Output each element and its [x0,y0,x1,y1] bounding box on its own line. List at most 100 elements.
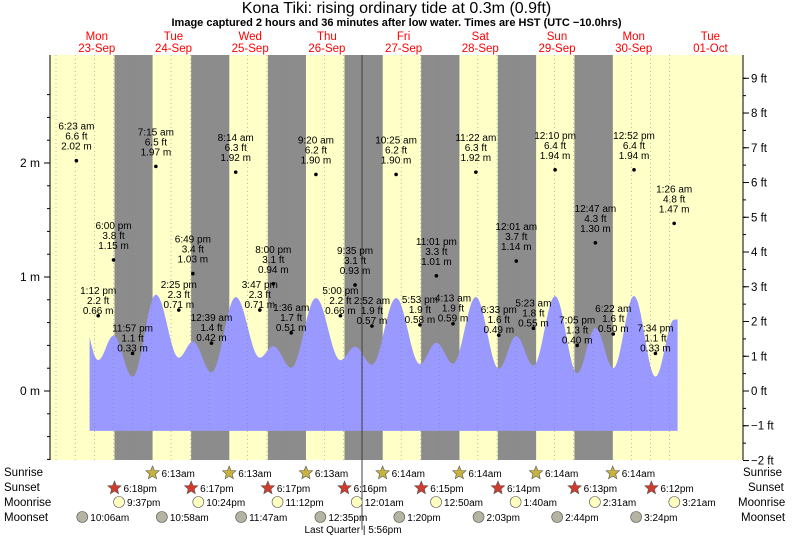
tide-metres-label: 1.94 m [540,151,571,162]
tide-feet-label: 2.2 ft [329,296,351,307]
tide-point [434,274,439,278]
sunrise-time-label: 6:13am [238,469,271,480]
tide-time-label: 12:39 am [191,313,233,324]
sunset-legend-right: Sunset [748,482,784,494]
tide-point [514,259,519,263]
tide-metres-label: 0.42 m [196,333,227,344]
tide-point [653,351,658,356]
sunrise-icon [298,465,314,480]
moonrise-icon [113,496,125,508]
right-tick-label: 1 ft [751,351,768,363]
tide-metres-label: 0.71 m [245,300,276,311]
moonset-time-label: 2:03pm [487,513,520,524]
moonset-time-label: 1:20pm [407,513,440,524]
tide-time-label: 1:12 pm [80,286,116,297]
tide-feet-label: 1.1 ft [644,333,666,344]
tide-point [451,321,455,326]
sunrise-icon [145,465,160,480]
tide-feet-label: 6.4 ft [623,141,645,152]
day-of-week-label: Tue [701,31,720,43]
sunset-icon [643,480,659,495]
tide-metres-label: 0.49 m [483,325,514,336]
right-tick-label: 9 ft [751,73,768,85]
moonset-time-label: 12:35pm [328,513,367,524]
tide-feet-label: 3.8 ft [102,231,124,242]
moonset-time-label: 3:24pm [644,513,677,524]
tide-metres-label: 1.94 m [619,151,650,162]
right-tick-label: 8 ft [751,108,768,120]
tide-time-label: 2:25 pm [161,280,197,291]
sun-moon-legend: 6:13am 6:13am 6:13am 6:14am 6:14am 6:14am 6:14… [76,465,716,536]
sunset-icon [337,480,352,495]
moonrise-time-label: 3:21am [682,498,715,509]
tide-metres-label: 1.15 m [98,241,129,252]
tide-time-label: 12:52 pm [613,131,655,142]
moonset-icon [472,511,485,523]
date-label: 24-Sep [155,43,192,55]
day-of-week-label: Fri [397,31,410,43]
right-tick-label: 0 ft [751,386,768,398]
moonrise-time-label: 9:37pm [127,498,160,509]
sunrise-time-label: 6:13am [315,469,348,480]
tide-metres-label: 1.03 m [178,255,209,266]
date-label: 29-Sep [538,43,575,55]
tide-feet-label: 1.7 ft [280,313,302,324]
tide-metres-label: 1.47 m [659,204,690,215]
tide-time-label: 7:05 pm [559,315,595,326]
tide-feet-label: 6.2 ft [385,145,407,156]
tide-feet-label: 1.1 ft [121,333,143,344]
date-label: 01-Oct [693,43,728,55]
date-label: 28-Sep [462,43,499,55]
sunrise-icon [528,465,544,480]
tide-point [496,333,501,337]
tide-time-label: 8:00 pm [255,245,291,256]
tide-point [154,164,158,169]
tide-point [632,168,636,172]
sunrise-legend-right: Sunrise [743,467,782,479]
moonrise-time-label: 12:01am [365,498,404,509]
tide-point [553,168,557,172]
left-tick-label: 1 m [20,270,40,284]
tide-point [209,341,214,345]
sunrise-icon [375,465,391,480]
tide-feet-label: 3.4 ft [182,245,204,256]
chart-title: Kona Tiki: rising ordinary tide at 0.3m … [241,0,552,17]
sunset-time-label: 6:18pm [123,484,156,495]
day-of-week-label: Sat [472,31,490,43]
moonrise-icon [430,496,442,508]
tide-point [314,172,318,177]
date-label: 23-Sep [78,43,115,55]
tide-time-label: 6:00 pm [95,221,131,232]
tide-time-label: 6:22 am [595,304,631,315]
right-tick-label: −1 ft [751,421,775,433]
tide-feet-label: 3.1 ft [262,255,284,266]
sunset-icon [490,480,506,495]
sunset-time-label: 6:16pm [354,484,387,495]
moonrise-legend-left: Moonrise [4,497,52,509]
tide-feet-label: 1.9 ft [409,305,431,316]
sunrise-time-label: 6:14am [622,469,655,480]
tide-time-label: 5:00 pm [322,286,358,297]
tide-feet-label: 1.6 ft [488,315,510,326]
tide-time-label: 6:23 am [58,122,94,133]
tide-point [672,221,676,226]
right-tick-label: 3 ft [751,282,768,294]
tide-point [74,158,79,163]
tide-feet-label: 6.4 ft [544,141,566,152]
tide-metres-label: 1.30 m [580,224,611,235]
tide-feet-label: 2.3 ft [249,290,271,301]
sunset-icon [107,480,122,495]
tide-feet-label: 2.3 ft [168,290,190,301]
tide-point [233,170,238,174]
sunrise-legend-left: Sunrise [4,467,43,479]
tide-time-label: 11:01 pm [416,237,457,248]
tide-metres-label: 0.66 m [325,306,356,317]
right-tick-label: 2 ft [751,317,768,329]
right-tick-label: 6 ft [751,178,768,190]
date-label: 27-Sep [385,43,422,55]
left-tick-label: 2 m [20,156,40,170]
sunset-time-label: 6:12pm [660,484,693,495]
tide-point [289,331,294,335]
tide-feet-label: 1.9 ft [442,304,464,315]
tide-time-label: 5:23 am [515,298,551,309]
